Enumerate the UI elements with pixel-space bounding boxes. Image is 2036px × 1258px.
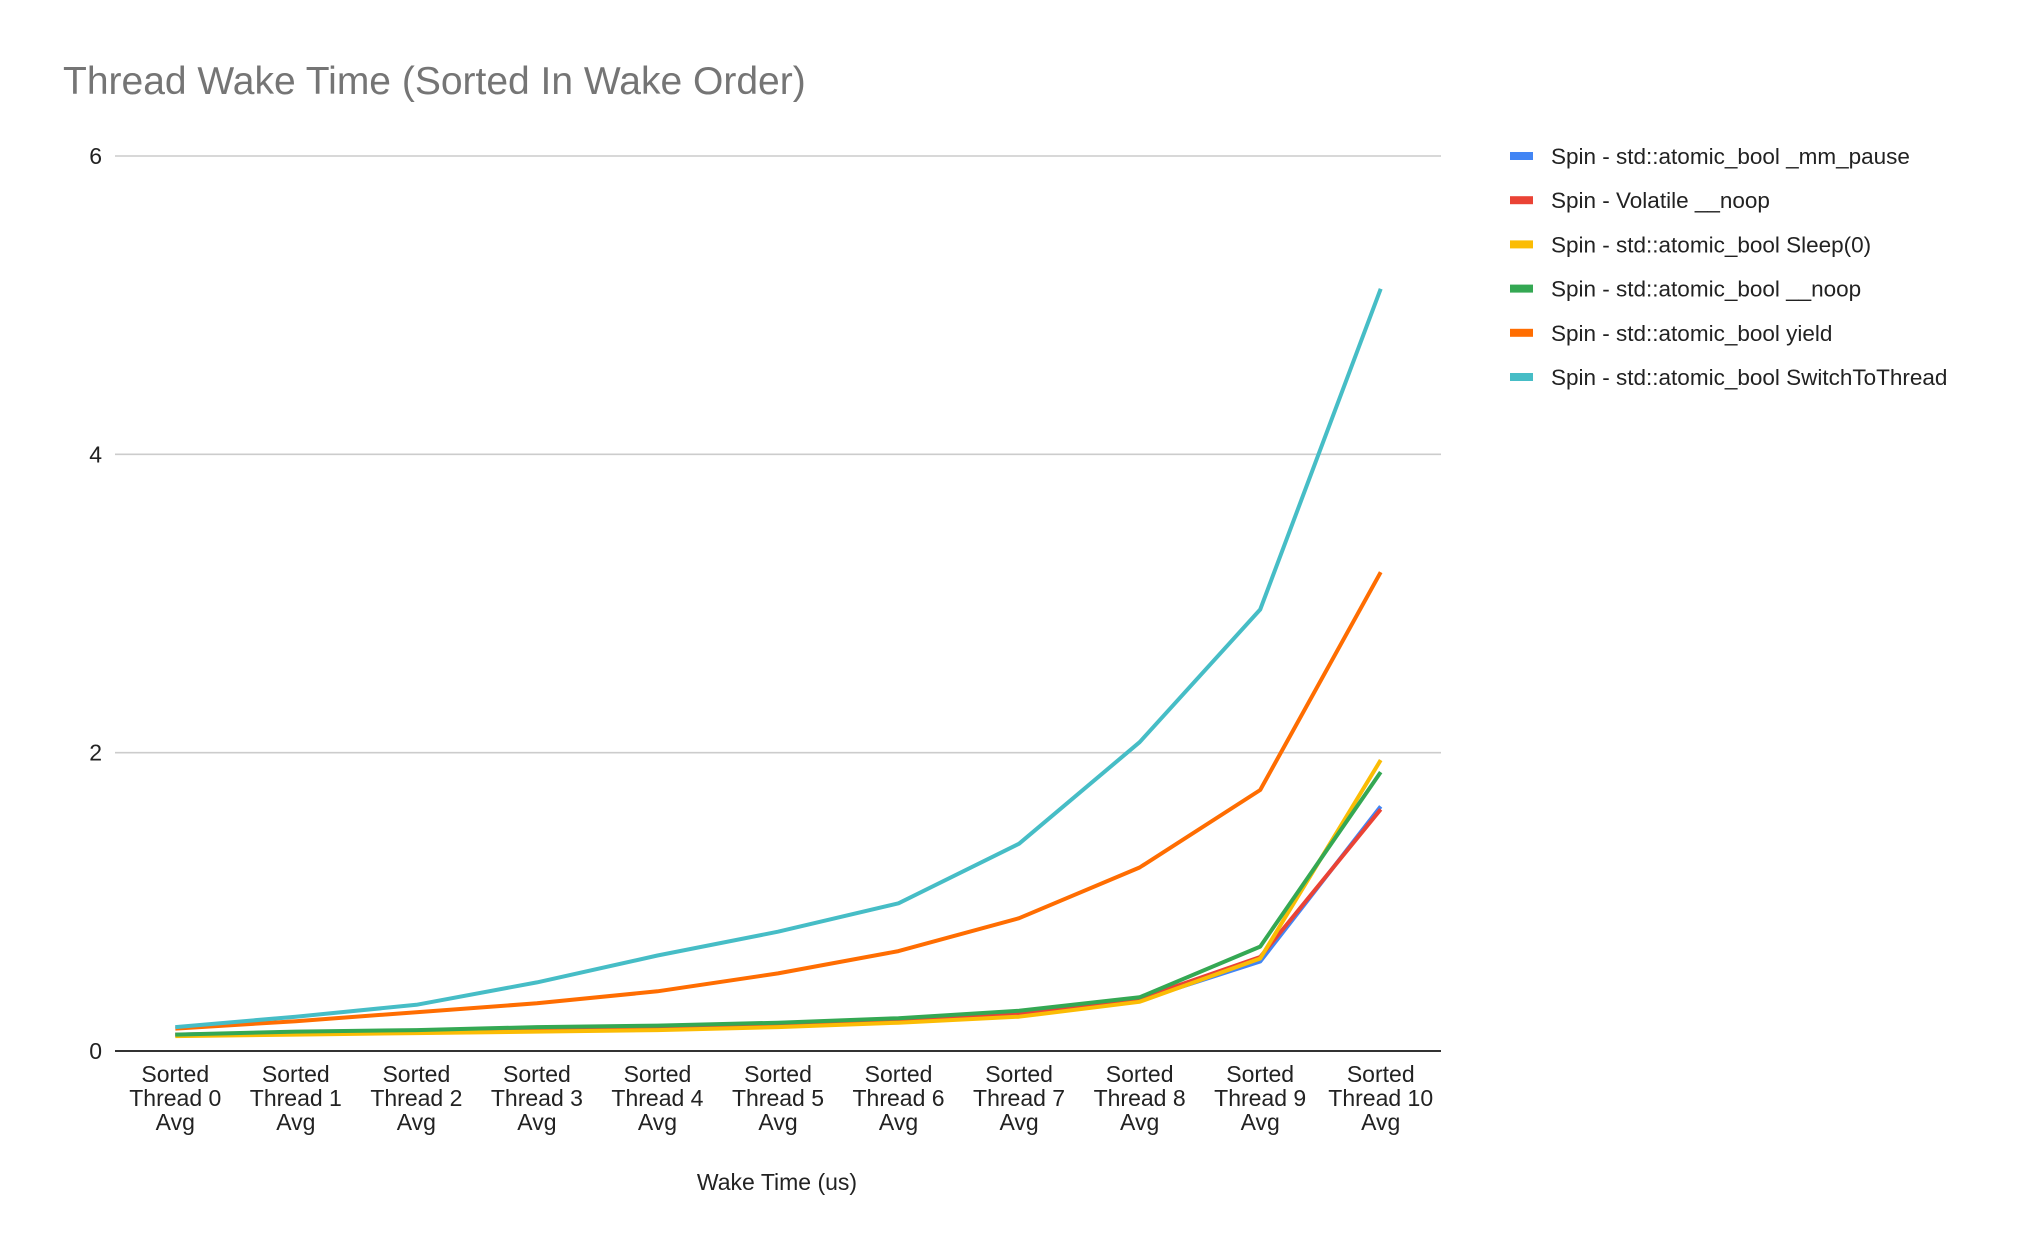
y-axis-ticks: 0 2 4 6	[89, 143, 102, 1064]
x-tick-label: Sorted Thread 8 Avg	[1094, 1061, 1186, 1135]
legend-swatch	[1510, 284, 1533, 293]
x-tick-label: Sorted Thread 10 Avg	[1328, 1061, 1433, 1135]
x-tick-label-line: Thread 6	[853, 1085, 945, 1111]
series-lines	[175, 288, 1383, 1039]
x-tick-label-line: Avg	[1120, 1109, 1159, 1135]
legend-label: Spin - std::atomic_bool SwitchToThread	[1551, 365, 1947, 390]
x-tick-label-line: Sorted	[1347, 1061, 1415, 1087]
x-tick-label-line: Avg	[758, 1109, 797, 1135]
x-tick-label: Sorted Thread 7 Avg	[973, 1061, 1065, 1135]
x-tick-label: Sorted Thread 2 Avg	[370, 1061, 462, 1135]
x-tick-label-line: Sorted	[382, 1061, 450, 1087]
x-tick-label-line: Sorted	[262, 1061, 330, 1087]
legend-swatch	[1510, 196, 1533, 205]
x-tick-label-line: Avg	[397, 1109, 436, 1135]
legend-swatch	[1510, 328, 1533, 337]
y-tick-label: 2	[89, 740, 102, 766]
legend-label: Spin - std::atomic_bool _mm_pause	[1551, 144, 1910, 169]
legend-swatch	[1510, 152, 1533, 160]
legend-item[interactable]: Spin - std::atomic_bool SwitchToThread	[1510, 365, 1947, 390]
x-tick-label-line: Avg	[638, 1109, 677, 1135]
x-tick-label-line: Thread 10	[1328, 1085, 1433, 1111]
x-tick-label: Sorted Thread 0 Avg	[129, 1061, 221, 1135]
x-tick-label-line: Thread 9	[1214, 1085, 1306, 1111]
x-tick-label-line: Sorted	[865, 1061, 933, 1087]
x-tick-label-line: Avg	[1361, 1109, 1400, 1135]
x-tick-label: Sorted Thread 1 Avg	[250, 1061, 342, 1135]
series-line-3	[175, 770, 1383, 1037]
legend-item[interactable]: Spin - std::atomic_bool __noop	[1510, 277, 1861, 302]
legend-swatch	[1510, 240, 1533, 249]
legend-label: Spin - std::atomic_bool __noop	[1551, 277, 1861, 302]
x-tick-label: Sorted Thread 4 Avg	[611, 1061, 703, 1135]
legend-label: Spin - std::atomic_bool yield	[1551, 321, 1832, 346]
x-tick-label-line: Avg	[879, 1109, 918, 1135]
x-tick-label-line: Sorted	[985, 1061, 1053, 1087]
x-tick-label-line: Sorted	[624, 1061, 692, 1087]
x-tick-label: Sorted Thread 5 Avg	[732, 1061, 824, 1135]
legend-item[interactable]: Spin - Volatile __noop	[1510, 188, 1770, 213]
x-tick-label-line: Sorted	[141, 1061, 209, 1087]
x-tick-label-line: Thread 5	[732, 1085, 824, 1111]
x-tick-label: Sorted Thread 6 Avg	[853, 1061, 945, 1135]
y-tick-label: 0	[89, 1038, 102, 1064]
legend-swatch	[1510, 373, 1533, 381]
legend-label: Spin - Volatile __noop	[1551, 188, 1770, 213]
x-tick-label-line: Sorted	[503, 1061, 571, 1087]
x-axis-title: Wake Time (us)	[697, 1169, 857, 1195]
series-line-2	[175, 759, 1383, 1039]
series-line-5	[175, 288, 1383, 1030]
x-tick-label-line: Thread 8	[1094, 1085, 1186, 1111]
x-tick-label-line: Avg	[156, 1109, 195, 1135]
x-tick-label-line: Thread 2	[370, 1085, 462, 1111]
x-tick-label-line: Sorted	[744, 1061, 812, 1087]
x-tick-label-line: Thread 3	[491, 1085, 583, 1111]
x-tick-label-line: Thread 4	[611, 1085, 703, 1111]
legend-item[interactable]: Spin - std::atomic_bool yield	[1510, 321, 1832, 346]
gridlines	[115, 155, 1441, 754]
x-tick-label-line: Sorted	[1106, 1061, 1174, 1087]
x-tick-label-line: Thread 7	[973, 1085, 1065, 1111]
x-tick-label-line: Sorted	[1226, 1061, 1294, 1087]
legend-label: Spin - std::atomic_bool Sleep(0)	[1551, 232, 1871, 257]
x-tick-label-line: Avg	[1241, 1109, 1280, 1135]
x-tick-label-line: Avg	[276, 1109, 315, 1135]
legend-item[interactable]: Spin - std::atomic_bool _mm_pause	[1510, 144, 1910, 169]
x-tick-label-line: Thread 0	[129, 1085, 221, 1111]
x-tick-label-line: Avg	[999, 1109, 1038, 1135]
legend-item[interactable]: Spin - std::atomic_bool Sleep(0)	[1510, 232, 1871, 257]
series-line-4	[175, 571, 1383, 1031]
x-tick-label: Sorted Thread 9 Avg	[1214, 1061, 1306, 1135]
x-tick-label-line: Thread 1	[250, 1085, 342, 1111]
y-tick-label: 6	[89, 143, 102, 169]
chart-title: Thread Wake Time (Sorted In Wake Order)	[63, 60, 806, 103]
y-tick-label: 4	[89, 441, 102, 467]
x-tick-label-line: Avg	[517, 1109, 556, 1135]
x-tick-label: Sorted Thread 3 Avg	[491, 1061, 583, 1135]
